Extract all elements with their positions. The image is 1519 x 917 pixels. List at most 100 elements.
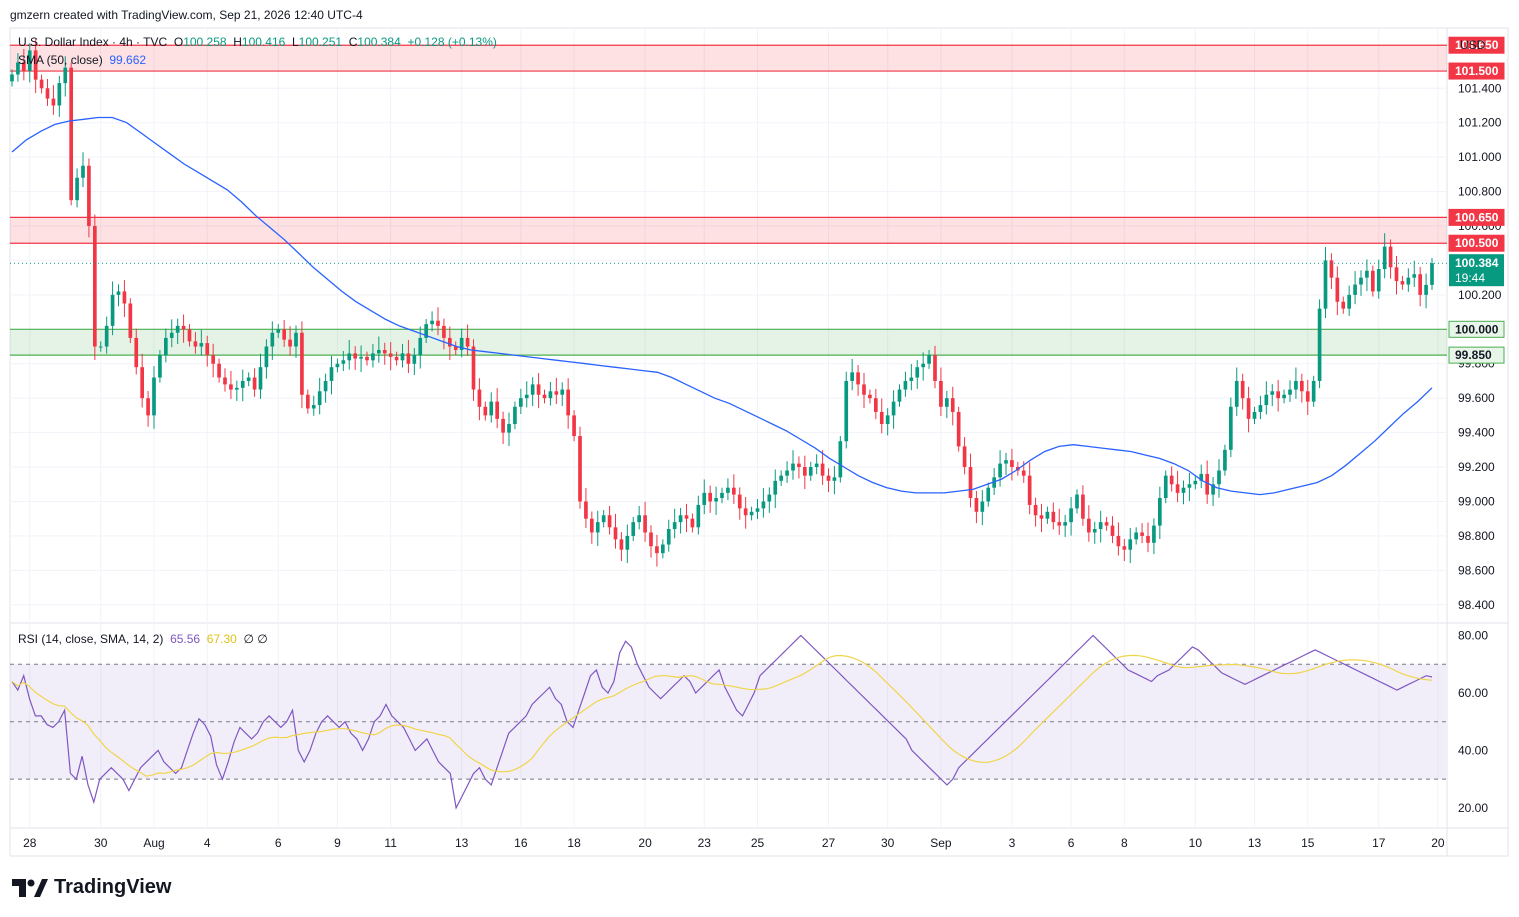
candle [163,328,168,363]
price-label-text: 101.500 [1455,64,1499,78]
price-label-text: 99.850 [1455,348,1492,362]
candle-body [1045,511,1050,519]
candle [305,389,310,414]
candle [223,368,227,392]
candle [477,378,482,421]
candle-body [1282,394,1286,399]
price-tick-label: 100.800 [1458,185,1502,199]
candle [1033,497,1038,527]
candle [731,474,736,504]
candle [554,377,559,405]
candle [850,358,855,391]
candle-body [1181,487,1186,493]
candle-body [773,480,778,495]
candle [903,371,908,397]
candle [1128,527,1133,564]
candle-body [16,62,20,75]
candle [749,506,754,521]
candle-body [501,418,505,433]
candle-body [708,492,713,502]
candle [140,353,145,408]
rsi-tick-label: 60.00 [1458,686,1488,700]
candle [1299,373,1304,403]
candle-body [51,98,56,106]
candle [459,328,464,358]
candle [1365,259,1369,292]
candle [566,378,571,429]
candle [1394,255,1399,295]
rsi-ma-value: 67.30 [206,632,237,646]
low-value: 100.251 [298,35,343,49]
candle-body [436,320,440,326]
candle [761,488,766,518]
candle [234,380,239,401]
candle-body [1010,460,1014,468]
candle [1110,516,1115,544]
candle [1412,260,1417,287]
candle-body [903,380,908,390]
time-tick-label: 23 [698,836,712,850]
candle-body [1211,484,1215,495]
candle-body [311,405,316,409]
candle-body [956,411,961,447]
candle [57,75,62,117]
sma-legend[interactable]: SMA (50, close) 99.662 [18,53,146,67]
price-tick-label: 98.600 [1458,563,1495,577]
candle [785,461,789,483]
time-tick-label: 28 [23,836,37,850]
candle [187,324,192,347]
candle [128,298,133,344]
candle-body [844,380,849,442]
rsi-value: 65.56 [170,632,201,646]
candle [838,436,843,483]
price-label-badge [1448,208,1505,226]
candle [246,372,251,387]
candle-body [116,291,121,295]
candle [868,389,872,404]
candle [1294,367,1298,399]
candle-body [152,377,156,416]
candle-body [1317,308,1322,381]
candle-body [933,355,937,381]
candle-body [353,353,358,359]
candle [980,490,985,526]
candle-body [45,88,50,99]
candle [1370,265,1375,297]
candle [205,335,210,367]
candle-body [1027,475,1032,505]
candle [560,382,565,407]
candle [1240,373,1245,410]
candle [1406,268,1411,292]
candle-body [868,394,872,399]
price-label-text: 101.650 [1455,38,1499,52]
symbol-title[interactable]: U.S. Dollar Index · 4h · TVC [18,35,168,49]
candle [1217,459,1221,498]
candle-body [992,477,997,488]
candle [33,39,38,94]
resistance-zone [10,45,1447,72]
candle [696,495,701,535]
candle-body [39,79,44,89]
candle-body [607,515,612,528]
candle-body [791,463,795,471]
candle-body [10,74,14,82]
candle-body [1252,411,1257,419]
candle-body [1288,389,1292,395]
candle [181,314,186,343]
candle-body [1234,380,1239,407]
candle-body [376,349,381,354]
currency-label[interactable]: USD [1460,38,1486,52]
candle [1098,510,1103,543]
candle [199,329,204,356]
candle-body [258,367,263,390]
candle-body [1294,380,1298,390]
candle-body [1075,494,1079,509]
candle-body [1264,394,1269,406]
candle [276,324,281,338]
rsi-legend[interactable]: RSI (14, close, SMA, 14, 2) 65.56 67.30 … [18,632,268,646]
tradingview-logo-icon [12,878,48,897]
high-label: H [233,35,242,49]
candle [489,392,494,423]
candle-body [625,535,630,550]
